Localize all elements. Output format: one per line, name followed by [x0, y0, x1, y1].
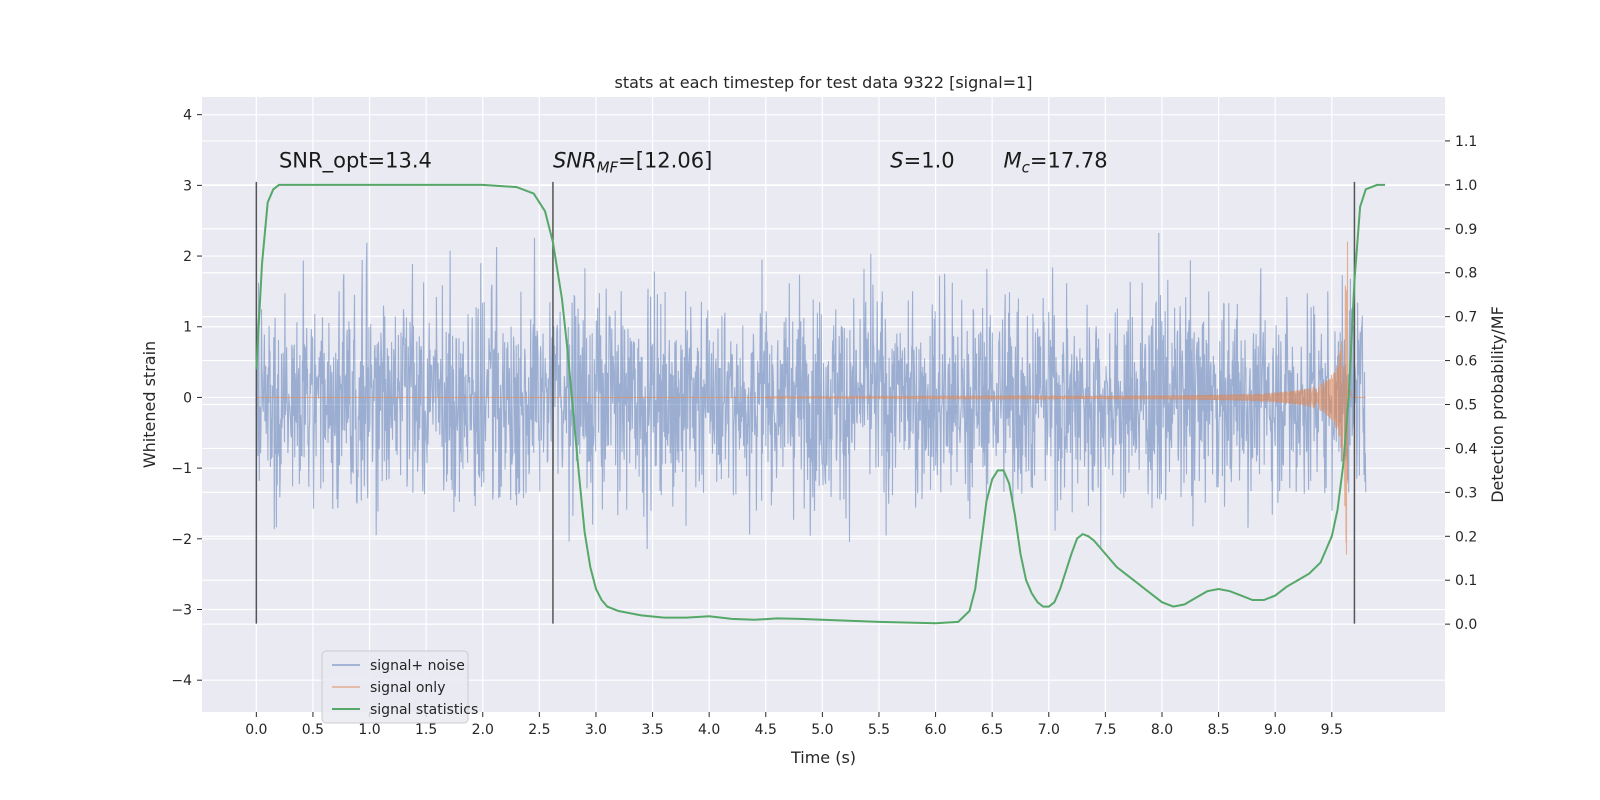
annotation-value: =1.0 — [904, 149, 955, 173]
y-tick-label: 3 — [183, 178, 192, 194]
x-tick-label: 6.0 — [924, 722, 946, 738]
annotations: SNR_opt=13.4 SNRMF=[12.06] S=1.0 Mc=17.78 — [279, 149, 1108, 177]
x-tick-label: 1.0 — [358, 722, 380, 738]
y-tick-label: 4 — [183, 108, 192, 124]
x-tick-label: 6.5 — [981, 722, 1003, 738]
marker-lines — [255, 181, 1356, 624]
annotation-value: =[12.06] — [618, 149, 712, 173]
annotation-subscript: MF — [597, 159, 619, 177]
x-tick-label: 9.5 — [1321, 722, 1343, 738]
x-tick-label: 8.0 — [1151, 722, 1173, 738]
x-tick-label: 3.5 — [641, 722, 663, 738]
legend-label: signal only — [370, 680, 445, 696]
x-tick-label: 7.0 — [1038, 722, 1060, 738]
series-signal-statistics — [255, 183, 1385, 625]
y2-tick-label: 1.0 — [1455, 178, 1477, 194]
annotation-snr-mf: SNRMF=[12.06] — [553, 149, 712, 177]
x-tick-label: 5.0 — [811, 722, 833, 738]
x-tick-label: 5.5 — [868, 722, 890, 738]
y2-tick-label: 0.2 — [1455, 529, 1477, 545]
y2-tick-label: 0.4 — [1455, 441, 1477, 457]
annotation-snr-opt: SNR_opt=13.4 — [279, 149, 432, 174]
y-tick-label: 2 — [183, 249, 192, 265]
x-axis-label: Time (s) — [790, 748, 856, 767]
x-tick-label: 9.0 — [1264, 722, 1286, 738]
y2-axis-ticks: 1.1 1.0 0.9 0.8 0.7 0.6 0.5 0.4 0.3 0.2 0.1 0.0 — [1445, 134, 1477, 633]
y-axis-ticks: 4 3 2 1 0 −1 −2 −3 −4 — [171, 108, 202, 689]
x-tick-label: 1.5 — [415, 722, 437, 738]
y2-tick-label: 1.1 — [1455, 134, 1477, 150]
y2-tick-label: 0.7 — [1455, 310, 1477, 326]
y2-axis-label: Detection probability/MF — [1488, 306, 1507, 503]
legend-label: signal statistics — [370, 702, 478, 718]
x-tick-label: 2.0 — [472, 722, 494, 738]
x-tick-label: 8.5 — [1207, 722, 1229, 738]
y-tick-label: −3 — [171, 603, 192, 619]
signal-only-line — [256, 241, 1366, 555]
x-tick-label: 0.5 — [302, 722, 324, 738]
series-signal-plus-noise — [255, 232, 1367, 550]
y-axis-label: Whitened strain — [140, 341, 159, 468]
y-tick-label: 1 — [183, 320, 192, 336]
y2-tick-label: 0.3 — [1455, 485, 1477, 501]
y-tick-label: −1 — [171, 461, 192, 477]
x-tick-label: 4.0 — [698, 722, 720, 738]
annotation-subscript: c — [1022, 159, 1031, 177]
signal-plus-noise-line — [255, 232, 1367, 550]
y-tick-label: 0 — [183, 390, 192, 406]
x-tick-label: 7.5 — [1094, 722, 1116, 738]
x-tick-label: 3.0 — [585, 722, 607, 738]
x-tick-label: 2.5 — [528, 722, 550, 738]
x-tick-label: 4.5 — [755, 722, 777, 738]
y-tick-label: −2 — [171, 532, 192, 548]
y2-tick-label: 0.6 — [1455, 354, 1477, 370]
annotation-symbol: M — [1003, 149, 1021, 173]
y-tick-label: −4 — [171, 673, 192, 689]
series-signal-only — [256, 241, 1366, 555]
signal-statistics-line — [255, 183, 1385, 625]
y2-tick-label: 0.1 — [1455, 573, 1477, 589]
legend-box — [321, 650, 469, 724]
legend-label: signal+ noise — [370, 658, 465, 674]
x-tick-label: 0.0 — [245, 722, 267, 738]
annotation-symbol: SNR — [553, 149, 597, 173]
y2-tick-label: 0.0 — [1455, 617, 1477, 633]
annotation-s-value: S=1.0 — [890, 149, 954, 173]
y2-tick-label: 0.9 — [1455, 222, 1477, 238]
y2-tick-label: 0.8 — [1455, 266, 1477, 282]
chart-title: stats at each timestep for test data 932… — [614, 73, 1032, 92]
y2-tick-label: 0.5 — [1455, 398, 1477, 414]
annotation-symbol: S — [890, 149, 903, 173]
annotation-value: =17.78 — [1030, 149, 1108, 173]
legend: signal+ noise signal only signal statistic… — [321, 650, 478, 724]
annotation-mc-value: Mc=17.78 — [1003, 149, 1107, 177]
x-axis-ticks: 0.0 0.5 1.0 1.5 2.0 2.5 3.0 3.5 4.0 4.5 5.0 5.5 6.0 6… — [245, 712, 1343, 738]
